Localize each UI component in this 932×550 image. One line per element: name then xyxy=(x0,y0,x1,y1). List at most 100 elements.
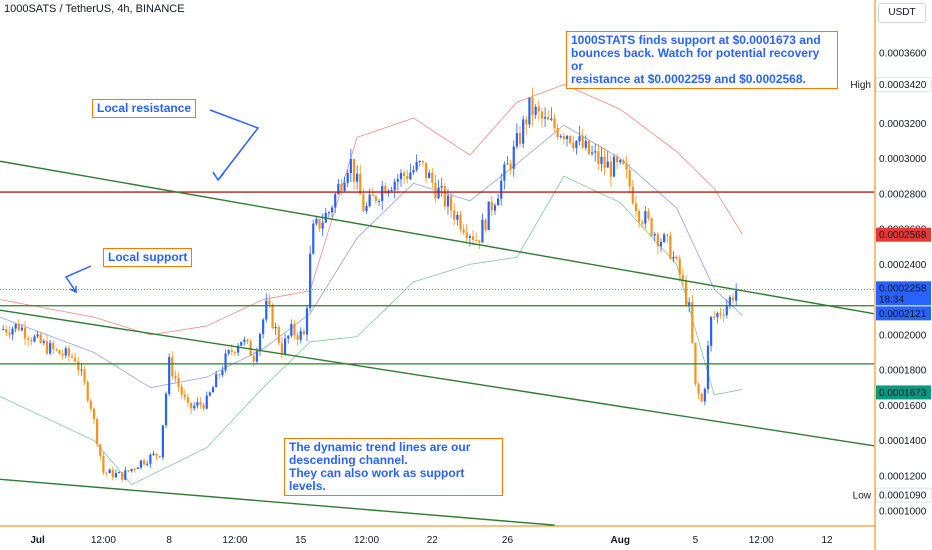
candle[interactable] xyxy=(365,206,368,212)
candle[interactable] xyxy=(619,160,622,163)
candle[interactable] xyxy=(669,235,672,259)
candle[interactable] xyxy=(515,133,518,147)
candle[interactable] xyxy=(74,357,77,362)
candle[interactable] xyxy=(434,182,437,199)
candle[interactable] xyxy=(622,160,625,164)
candle[interactable] xyxy=(183,394,186,398)
candle[interactable] xyxy=(653,234,656,236)
candle[interactable] xyxy=(143,460,146,465)
candle[interactable] xyxy=(403,172,406,176)
candle[interactable] xyxy=(487,201,490,230)
candle[interactable] xyxy=(23,327,27,339)
candle[interactable] xyxy=(5,329,8,333)
candle[interactable] xyxy=(171,357,174,377)
candle[interactable] xyxy=(83,369,86,382)
candle[interactable] xyxy=(177,378,180,387)
candle[interactable] xyxy=(268,300,271,305)
candle[interactable] xyxy=(343,182,346,191)
candle[interactable] xyxy=(537,106,540,112)
candle[interactable] xyxy=(716,313,719,318)
candle[interactable] xyxy=(224,353,227,371)
candle[interactable] xyxy=(8,332,11,335)
candle[interactable] xyxy=(299,331,302,340)
candle[interactable] xyxy=(656,234,659,247)
candle[interactable] xyxy=(58,350,61,355)
candle[interactable] xyxy=(590,152,594,154)
candle[interactable] xyxy=(625,163,628,170)
candle[interactable] xyxy=(277,326,280,344)
candle[interactable] xyxy=(274,326,277,329)
candle[interactable] xyxy=(352,158,356,182)
candle[interactable] xyxy=(258,334,262,352)
candle[interactable] xyxy=(33,336,36,342)
candle[interactable] xyxy=(478,240,481,243)
candle[interactable] xyxy=(437,187,440,199)
candle[interactable] xyxy=(637,210,641,223)
candle[interactable] xyxy=(337,183,340,194)
candle[interactable] xyxy=(409,172,412,180)
candle[interactable] xyxy=(650,218,653,236)
candle[interactable] xyxy=(218,374,221,376)
candle[interactable] xyxy=(406,175,409,180)
candle[interactable] xyxy=(600,156,603,164)
candle[interactable] xyxy=(77,361,80,371)
candle[interactable] xyxy=(202,404,205,409)
candle[interactable] xyxy=(208,392,211,396)
candle[interactable] xyxy=(562,135,565,140)
candle[interactable] xyxy=(30,339,33,342)
candle[interactable] xyxy=(606,161,609,168)
candle[interactable] xyxy=(647,211,650,219)
candle[interactable] xyxy=(302,331,305,335)
candle[interactable] xyxy=(722,314,725,316)
candle[interactable] xyxy=(168,357,171,394)
candle[interactable] xyxy=(102,456,105,473)
candle[interactable] xyxy=(691,302,694,343)
candle[interactable] xyxy=(553,118,556,128)
candle[interactable] xyxy=(42,341,45,343)
candle[interactable] xyxy=(440,186,443,188)
candle[interactable] xyxy=(490,201,493,211)
candle[interactable] xyxy=(293,323,296,336)
candle[interactable] xyxy=(710,316,713,346)
candle[interactable] xyxy=(349,158,352,174)
candle[interactable] xyxy=(449,195,453,211)
candle[interactable] xyxy=(211,387,215,393)
candle[interactable] xyxy=(681,274,685,282)
candle[interactable] xyxy=(14,324,17,329)
candle[interactable] xyxy=(468,236,471,238)
candle[interactable] xyxy=(96,419,99,445)
candle[interactable] xyxy=(356,173,359,182)
candle[interactable] xyxy=(465,232,468,238)
trendline-channel-upper[interactable] xyxy=(0,160,875,315)
candle[interactable] xyxy=(396,179,399,182)
candle[interactable] xyxy=(199,402,202,405)
candle[interactable] xyxy=(431,172,434,183)
candle[interactable] xyxy=(20,327,24,331)
candle[interactable] xyxy=(86,381,89,401)
candle[interactable] xyxy=(518,133,522,144)
candle[interactable] xyxy=(471,236,475,241)
candle[interactable] xyxy=(672,256,675,259)
candle[interactable] xyxy=(531,97,534,115)
candle[interactable] xyxy=(121,472,124,480)
candle[interactable] xyxy=(512,146,515,169)
candle[interactable] xyxy=(240,341,243,346)
candle[interactable] xyxy=(462,229,465,233)
candle[interactable] xyxy=(321,222,324,229)
candle[interactable] xyxy=(99,444,102,457)
candle[interactable] xyxy=(522,119,525,144)
candle[interactable] xyxy=(196,402,199,406)
candle[interactable] xyxy=(283,338,287,355)
candle[interactable] xyxy=(374,196,378,202)
trendline-channel-middle[interactable] xyxy=(0,309,875,447)
candle[interactable] xyxy=(641,222,644,224)
candle[interactable] xyxy=(11,328,14,335)
candle[interactable] xyxy=(124,470,127,480)
candle[interactable] xyxy=(221,370,224,376)
candle[interactable] xyxy=(534,106,537,115)
candle[interactable] xyxy=(556,127,559,138)
candle[interactable] xyxy=(265,300,268,320)
candle[interactable] xyxy=(575,140,578,148)
candle[interactable] xyxy=(133,468,136,470)
candle[interactable] xyxy=(700,393,703,402)
